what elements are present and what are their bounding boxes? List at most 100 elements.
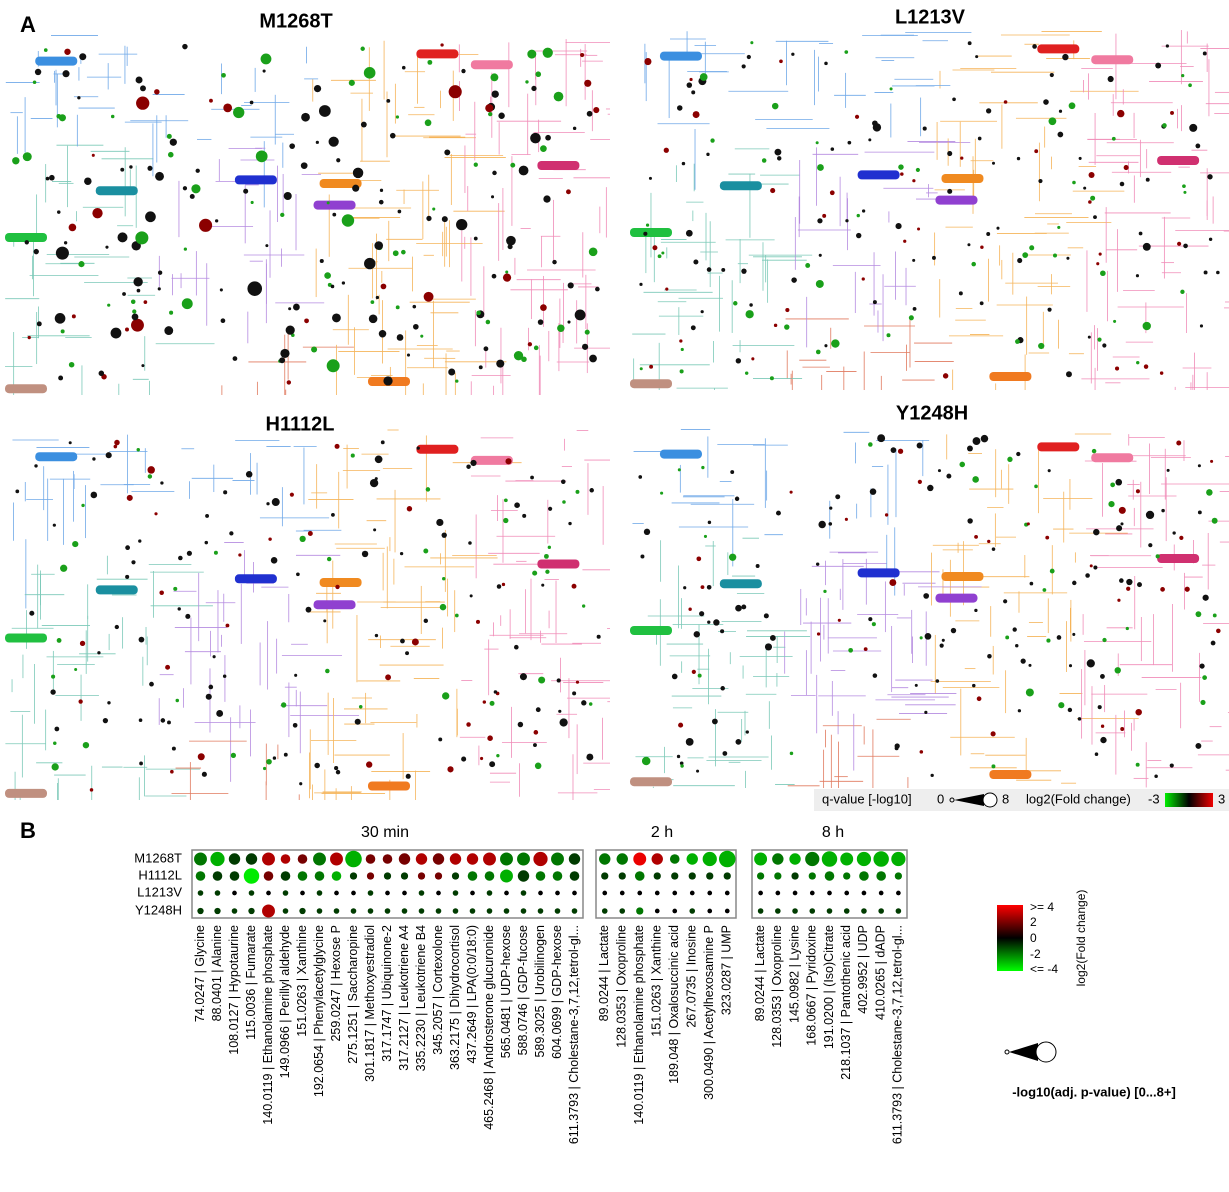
bubble [266,891,271,896]
column-label: 140.0119 | Ethanolamine phosphate [261,925,275,1125]
map-node [1085,573,1090,578]
map-node [680,764,683,767]
map-node [959,291,963,295]
map-node [972,476,979,483]
map-node [140,85,146,91]
map-node [52,763,59,770]
bubble [385,908,391,914]
map-node [107,701,110,704]
map-node [946,474,951,479]
map-node [263,69,266,72]
map-node [240,113,243,116]
map-node [1137,582,1142,587]
map-node [137,448,140,451]
column-label: 128.0353 | Oxoproline [615,925,629,1048]
map-node [746,730,749,733]
map-node [751,357,754,360]
map-node [986,108,991,113]
map-category-box [5,789,47,798]
map-node [440,43,443,46]
map-node [992,162,995,165]
map-node [424,292,434,302]
map-node [1093,529,1099,535]
map-node [678,723,683,728]
column-label: 465.2468 | Androsterone glucuronide [482,925,496,1130]
map-node [677,105,683,111]
bubble [689,908,695,914]
map-node [584,80,591,87]
bubble [470,891,475,896]
map-category-box [1037,44,1079,53]
map-node [34,464,37,467]
bubble [636,907,643,914]
map-node [720,686,725,691]
map-node [427,60,432,65]
map-node [167,134,172,139]
bubble [351,891,356,896]
map-node [1160,587,1165,592]
color-legend-title: log2(Fold change) [1074,890,1088,987]
bubble [725,891,730,896]
map-node [545,135,551,141]
column-label: 145.0982 | Lysine [787,925,801,1023]
map-node [486,320,491,325]
map-node [364,258,375,269]
map-node [575,310,586,321]
map-node [413,305,417,309]
map-node [57,638,62,643]
bubble [485,871,495,881]
map-node [406,774,411,779]
bubble [385,891,390,896]
map-node [903,240,906,243]
map-node [497,584,502,589]
map-node [1087,659,1095,667]
bubble [433,853,444,864]
map-node [672,674,678,680]
map-node [721,268,725,272]
map-node [334,318,337,321]
map-node [1126,627,1129,630]
bubble [599,853,610,864]
map-node [691,90,695,94]
map-node [329,137,339,147]
map-node [870,488,877,495]
map-node [107,304,110,307]
map-node [736,358,741,363]
map-node [351,454,355,458]
map-node [857,214,860,217]
map-node [1093,566,1097,570]
map-node [223,490,227,494]
map-node [1015,339,1020,344]
map-category-box [314,201,356,210]
map-node [576,681,579,684]
map-node [470,594,473,597]
map-node [331,513,335,517]
map-node [1005,636,1009,640]
map-node [263,767,266,770]
map-node [772,103,778,109]
map-node [64,49,70,55]
map-node [332,313,341,322]
bubble [351,908,357,914]
map-node [1100,270,1106,276]
map-node [917,228,920,231]
map-node [889,579,896,586]
metabolic-maps [5,30,1229,800]
map-node [898,449,903,454]
map-node [442,216,448,222]
bubble [637,891,642,896]
map-node [1144,364,1148,368]
bubble [793,891,798,896]
map-node [868,442,873,447]
map-node [978,137,982,141]
map-node [817,218,822,223]
map-node [1170,111,1174,115]
map-node [29,611,34,616]
map-node [749,303,752,306]
map-node [981,435,988,442]
map-node [1136,489,1140,493]
map-node [1021,658,1026,663]
map-node [891,447,897,453]
map-node [53,524,56,527]
bubble [536,871,546,881]
